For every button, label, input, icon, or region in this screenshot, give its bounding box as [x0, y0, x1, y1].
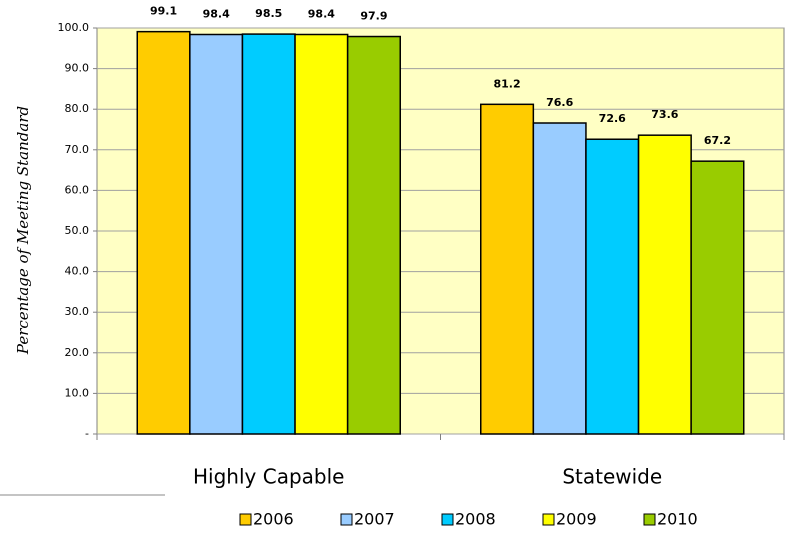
value-label: 76.6: [546, 96, 573, 109]
legend-swatch: [643, 513, 656, 526]
value-label: 67.2: [704, 134, 731, 147]
bar: [480, 103, 535, 435]
bar: [294, 33, 349, 435]
y-tick-label: 100.0: [58, 21, 90, 34]
legend-swatch: [441, 513, 454, 526]
x-tick-label: Highly Capable: [193, 465, 344, 489]
value-label: 81.2: [493, 77, 520, 90]
value-label: 98.4: [203, 7, 230, 20]
legend-label: 2007: [354, 510, 395, 529]
y-tick-label: 70.0: [65, 143, 90, 156]
value-label: 72.6: [599, 112, 626, 125]
bar: [532, 122, 587, 435]
y-tick-label: 60.0: [65, 183, 90, 196]
bar: [585, 138, 640, 435]
legend-swatch: [340, 513, 353, 526]
y-tick-label: -: [85, 427, 89, 440]
legend-label: 2006: [253, 510, 294, 529]
y-tick-label: 40.0: [65, 265, 90, 278]
value-label: 99.1: [150, 5, 177, 18]
y-tick-label: 30.0: [65, 305, 90, 318]
legend-swatch: [239, 513, 252, 526]
y-tick-label: 90.0: [65, 62, 90, 75]
value-label: 97.9: [360, 10, 387, 23]
value-label: 98.4: [308, 7, 335, 20]
bar: [241, 33, 296, 435]
bar: [690, 160, 745, 435]
bar: [346, 35, 401, 435]
bar: [189, 33, 244, 435]
legend-label: 2009: [556, 510, 597, 529]
x-tick-label: Statewide: [562, 465, 662, 489]
bar: [637, 134, 692, 435]
bar: [136, 30, 191, 435]
y-tick-label: 10.0: [65, 386, 90, 399]
value-label: 98.5: [255, 7, 282, 20]
value-label: 73.6: [651, 108, 678, 121]
y-axis-label: Percentage of Meeting Standard: [14, 106, 32, 355]
legend-label: 2008: [455, 510, 496, 529]
legend-swatch: [542, 513, 555, 526]
y-tick-label: 80.0: [65, 102, 90, 115]
y-tick-label: 20.0: [65, 346, 90, 359]
legend-label: 2010: [657, 510, 698, 529]
y-tick-label: 50.0: [65, 224, 90, 237]
